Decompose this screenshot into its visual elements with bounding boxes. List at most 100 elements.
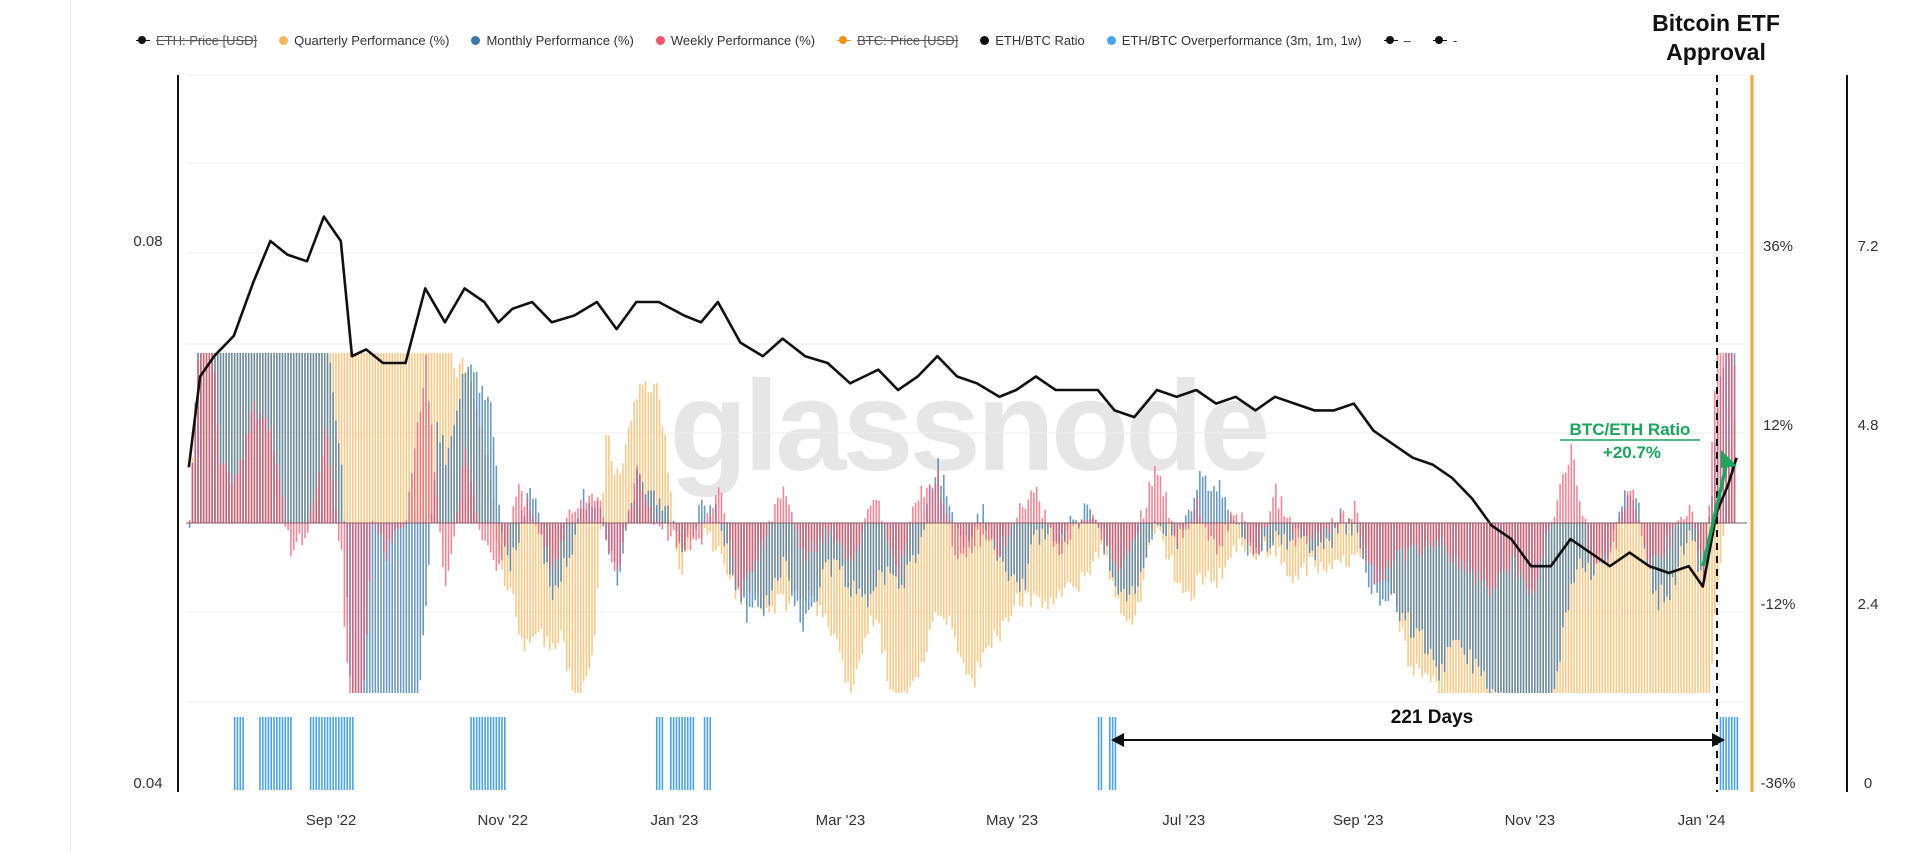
- quarterly-bar: [588, 523, 591, 670]
- quarterly-bar: [1047, 523, 1049, 610]
- weekly-bar: [881, 520, 883, 523]
- weekly-bar: [1061, 523, 1063, 554]
- monthly-bar: [529, 488, 531, 523]
- days-span-arrow-left: [1111, 733, 1124, 747]
- weekly-bar: [357, 523, 360, 693]
- weekly-bar: [577, 508, 579, 523]
- overperformance-bar: [1719, 717, 1722, 790]
- quarterly-bar: [934, 523, 937, 612]
- monthly-bar: [664, 506, 666, 523]
- weekly-bar: [883, 523, 886, 526]
- weekly-bar: [216, 425, 219, 523]
- legend-item[interactable]: ETH: Price [USD]: [136, 33, 257, 48]
- weekly-bar: [194, 407, 197, 523]
- monthly-bar: [1010, 523, 1013, 577]
- monthly-bar: [1227, 509, 1229, 523]
- monthly-bar: [332, 392, 334, 523]
- quarterly-bar: [1283, 523, 1286, 563]
- monthly-bar: [315, 353, 318, 523]
- quarterly-bar: [622, 463, 624, 523]
- quarterly-bar: [627, 426, 630, 523]
- quarterly-bar: [1598, 523, 1601, 693]
- weekly-bar: [1010, 523, 1013, 527]
- weekly-bar: [1210, 523, 1212, 537]
- weekly-bar: [388, 523, 391, 539]
- eth-btc-ratio-line: [187, 215, 1738, 588]
- legend-item[interactable]: Weekly Performance (%): [655, 33, 815, 48]
- quarterly-bar: [1666, 523, 1668, 693]
- monthly-bar: [709, 505, 712, 523]
- monthly-bar: [878, 523, 880, 571]
- weekly-bar: [802, 523, 804, 550]
- weekly-bar: [278, 479, 281, 523]
- weekly-bar: [532, 516, 534, 523]
- weekly-bar: [1460, 523, 1463, 560]
- weekly-bar: [948, 520, 951, 523]
- overperformance-bar: [290, 717, 292, 790]
- legend-item[interactable]: ETH/BTC Overperformance (3m, 1m, 1w): [1106, 33, 1362, 48]
- weekly-bar: [830, 523, 833, 531]
- monthly-bar: [1511, 523, 1514, 693]
- weekly-bar: [692, 523, 695, 540]
- overperformance-bar: [337, 717, 340, 790]
- monthly-bar: [391, 523, 394, 693]
- monthly-bar: [1269, 523, 1272, 548]
- weekly-bar: [1477, 523, 1480, 572]
- monthly-bar: [281, 353, 284, 523]
- weekly-bar: [788, 504, 790, 523]
- weekly-bar: [1190, 521, 1193, 523]
- weekly-bar: [1379, 523, 1381, 583]
- monthly-bar: [1531, 523, 1533, 693]
- weekly-bar: [653, 523, 655, 525]
- quarterly-bar: [411, 353, 413, 523]
- quarterly-bar: [1593, 523, 1595, 693]
- monthly-bar: [329, 362, 332, 523]
- legend-item[interactable]: BTC: Price [USD]: [837, 33, 958, 48]
- overperformance-bars: [233, 717, 1739, 790]
- weekly-bar: [889, 523, 892, 549]
- monthly-bar: [402, 523, 405, 693]
- quarterly-bar: [523, 523, 526, 652]
- weekly-bar: [1593, 523, 1595, 565]
- quarterly-bar: [1688, 523, 1691, 693]
- legend-item[interactable]: -: [1432, 33, 1457, 48]
- quarterly-bar: [1351, 523, 1353, 555]
- weekly-bar: [807, 523, 810, 553]
- weekly-bar: [1714, 390, 1716, 523]
- weekly-bar: [709, 515, 712, 523]
- quarterly-bar: [1570, 523, 1573, 693]
- legend-item[interactable]: –: [1383, 33, 1411, 48]
- overperformance-bar: [678, 717, 681, 790]
- monthly-bar: [1446, 523, 1449, 648]
- monthly-bar: [461, 374, 464, 523]
- quarterly-bar: [1638, 523, 1640, 693]
- monthly-bar: [1638, 502, 1640, 523]
- weekly-bar: [740, 523, 742, 598]
- quarterly-bar: [520, 523, 523, 638]
- quarterly-bar: [1159, 523, 1162, 531]
- weekly-bar: [304, 523, 306, 539]
- quarterly-bar: [838, 523, 841, 652]
- weekly-bar: [1404, 523, 1407, 562]
- weekly-bar: [399, 523, 402, 529]
- quarterly-bar: [585, 523, 588, 677]
- monthly-bar: [1238, 523, 1241, 525]
- legend-item[interactable]: ETH/BTC Ratio: [980, 33, 1085, 48]
- quarterly-bar: [1629, 523, 1632, 693]
- quarterly-bar: [1716, 523, 1719, 587]
- x-tick-label: Jul '23: [1162, 812, 1205, 829]
- weekly-bar: [560, 523, 562, 542]
- quarterly-bar: [394, 353, 396, 523]
- legend-item[interactable]: Monthly Performance (%): [471, 33, 634, 48]
- weekly-bar: [1182, 523, 1184, 538]
- quarterly-bar: [1213, 523, 1215, 581]
- legend-item[interactable]: Quarterly Performance (%): [279, 33, 449, 48]
- monthly-bar: [428, 523, 430, 565]
- monthly-bar: [1002, 523, 1004, 562]
- weekly-bar: [971, 523, 973, 553]
- x-tick-label: Nov '22: [478, 812, 528, 829]
- right-tick-label: 4.8: [1858, 417, 1879, 434]
- quarterly-bar: [374, 353, 377, 523]
- quarterly-bar: [988, 523, 990, 646]
- monthly-bar: [1218, 480, 1221, 523]
